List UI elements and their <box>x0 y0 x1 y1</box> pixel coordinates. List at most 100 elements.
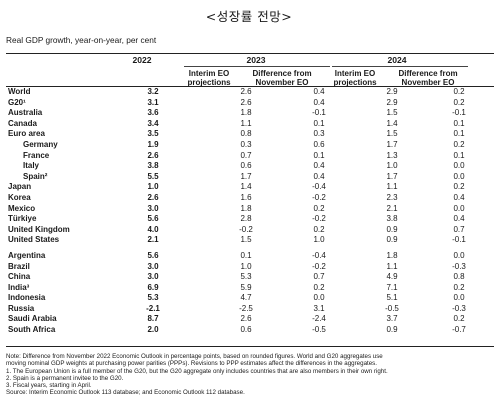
table-row: France 2.6 0.7 0.1 1.3 0.1 <box>8 151 494 162</box>
value-2024-interim: 2.1 <box>386 203 398 213</box>
spacer <box>176 283 214 294</box>
value-2024-interim: 1.7 <box>386 139 398 149</box>
value-2024-interim: 0.9 <box>386 224 398 234</box>
gdp-growth-table: World 3.2 2.6 0.4 2.9 0.2 G20¹ 3.1 2.6 0.4 2.9 0.2 A… <box>8 87 494 336</box>
value-2022: 5.5 <box>147 171 159 181</box>
table-row: Brazil 3.0 1.0 -0.2 1.1 -0.3 <box>8 262 494 273</box>
value-2024-interim: 1.1 <box>386 182 398 192</box>
header-2024: 2024 <box>387 55 407 65</box>
value-2022: 3.2 <box>147 87 159 96</box>
table-row: Italy 3.8 0.6 0.4 1.0 0.0 <box>8 161 494 172</box>
note-line: 3. Fiscal years, starting in April. <box>6 382 92 390</box>
rule-2023-group <box>184 66 330 67</box>
value-2024-interim: 4.9 <box>386 272 398 282</box>
header-2023-difference: Difference from November EO <box>252 69 312 87</box>
value-2023-difference: 0.2 <box>313 203 325 213</box>
spacer <box>176 251 214 262</box>
value-2023-difference: 1.0 <box>313 235 325 245</box>
value-2024-interim: 7.1 <box>386 282 398 292</box>
value-2023-difference: -0.4 <box>312 250 326 260</box>
country-name: Spain² <box>23 171 48 181</box>
country-name: United States <box>8 235 60 245</box>
header-2022: 2022 <box>132 55 152 65</box>
value-2023-interim: 2.6 <box>240 87 252 96</box>
value-2024-interim: -0.5 <box>385 303 399 313</box>
value-2024-difference: 0.1 <box>453 150 465 160</box>
spacer <box>176 87 214 98</box>
value-2024-difference: 0.2 <box>453 182 465 192</box>
value-2023-difference: 0.3 <box>313 129 325 139</box>
value-2024-difference: -0.3 <box>452 303 466 313</box>
value-2024-difference: 0.2 <box>453 87 465 96</box>
value-2024-interim: 2.9 <box>386 87 398 96</box>
value-2022: 2.6 <box>147 192 159 202</box>
header-2023: 2023 <box>246 55 266 65</box>
note-line: Note: Difference from November 2022 Econ… <box>6 353 383 360</box>
value-2023-interim: 2.8 <box>240 214 252 224</box>
spacer <box>176 304 214 315</box>
country-name: United Kingdom <box>8 224 70 234</box>
table-row: Spain² 5.5 1.7 0.4 1.7 0.0 <box>8 172 494 183</box>
value-2022: 5.6 <box>147 250 159 260</box>
spacer <box>176 325 214 336</box>
value-2023-difference: -2.4 <box>312 314 326 324</box>
table-row: Canada 3.4 1.1 0.1 1.4 0.1 <box>8 119 494 130</box>
value-2024-difference: 0.0 <box>453 250 465 260</box>
value-2023-difference: 0.4 <box>313 97 325 107</box>
value-2022: -2.1 <box>146 303 160 313</box>
note-line: moving nominal GDP weights at purchasing… <box>6 360 377 368</box>
spacer <box>176 293 214 304</box>
country-name: Canada <box>8 118 37 128</box>
value-2024-difference: 0.2 <box>453 97 465 107</box>
value-2024-interim: 3.7 <box>386 314 398 324</box>
value-2023-difference: -0.5 <box>312 325 326 335</box>
note-line: 2. Spain is a permanent invitee to the G… <box>6 374 124 382</box>
value-2022: 4.0 <box>147 224 159 234</box>
value-2024-interim: 3.8 <box>386 214 398 224</box>
value-2023-interim: 4.7 <box>240 293 252 303</box>
value-2023-interim: 5.3 <box>240 272 252 282</box>
table-row: Germany 1.9 0.3 0.6 1.7 0.2 <box>8 140 494 151</box>
table-row: G20¹ 3.1 2.6 0.4 2.9 0.2 <box>8 98 494 109</box>
top-rule <box>6 53 494 54</box>
note-line: Source: Interim Economic Outlook 113 dat… <box>6 389 245 397</box>
value-2022: 3.1 <box>147 97 159 107</box>
value-2024-difference: 0.4 <box>453 192 465 202</box>
value-2024-interim: 1.3 <box>386 150 398 160</box>
table-row: China 3.0 5.3 0.7 4.9 0.8 <box>8 272 494 283</box>
spacer <box>176 151 214 162</box>
country-name: South Africa <box>8 325 56 335</box>
value-2022: 3.4 <box>147 118 159 128</box>
note-line: 1. The European Union is a full member o… <box>6 367 388 375</box>
value-2022: 3.0 <box>147 261 159 271</box>
country-name: Australia <box>8 108 43 118</box>
value-2022: 3.8 <box>147 161 159 171</box>
value-2022: 1.9 <box>147 139 159 149</box>
country-name: Saudi Arabia <box>8 314 57 324</box>
spacer <box>176 119 214 130</box>
value-2023-difference: 0.2 <box>313 282 325 292</box>
country-name: India³ <box>8 282 30 292</box>
value-2022: 2.0 <box>147 325 159 335</box>
value-2024-interim: 1.0 <box>386 161 398 171</box>
value-2023-difference: -0.1 <box>312 108 326 118</box>
table-row: India³ 6.9 5.9 0.2 7.1 0.2 <box>8 283 494 294</box>
value-2023-difference: -0.2 <box>312 214 326 224</box>
country-name: Argentina <box>8 250 46 260</box>
value-2024-interim: 1.4 <box>386 118 398 128</box>
value-2024-difference: -0.1 <box>452 235 466 245</box>
value-2023-difference: -0.4 <box>312 182 326 192</box>
value-2023-difference: 0.6 <box>313 139 325 149</box>
value-2024-interim: 1.5 <box>386 129 398 139</box>
header-2024-interim: Interim EO projections <box>333 69 377 87</box>
country-name: G20¹ <box>8 97 26 107</box>
table-row: United States 2.1 1.5 1.0 0.9 -0.1 <box>8 235 494 246</box>
value-2024-interim: 2.9 <box>386 97 398 107</box>
value-2022: 8.7 <box>147 314 159 324</box>
country-name: Russia <box>8 303 35 313</box>
value-2022: 5.3 <box>147 293 159 303</box>
value-2024-interim: 1.7 <box>386 171 398 181</box>
value-2023-interim: 1.7 <box>240 171 252 181</box>
country-name: China <box>8 272 31 282</box>
value-2023-difference: 3.1 <box>313 303 325 313</box>
